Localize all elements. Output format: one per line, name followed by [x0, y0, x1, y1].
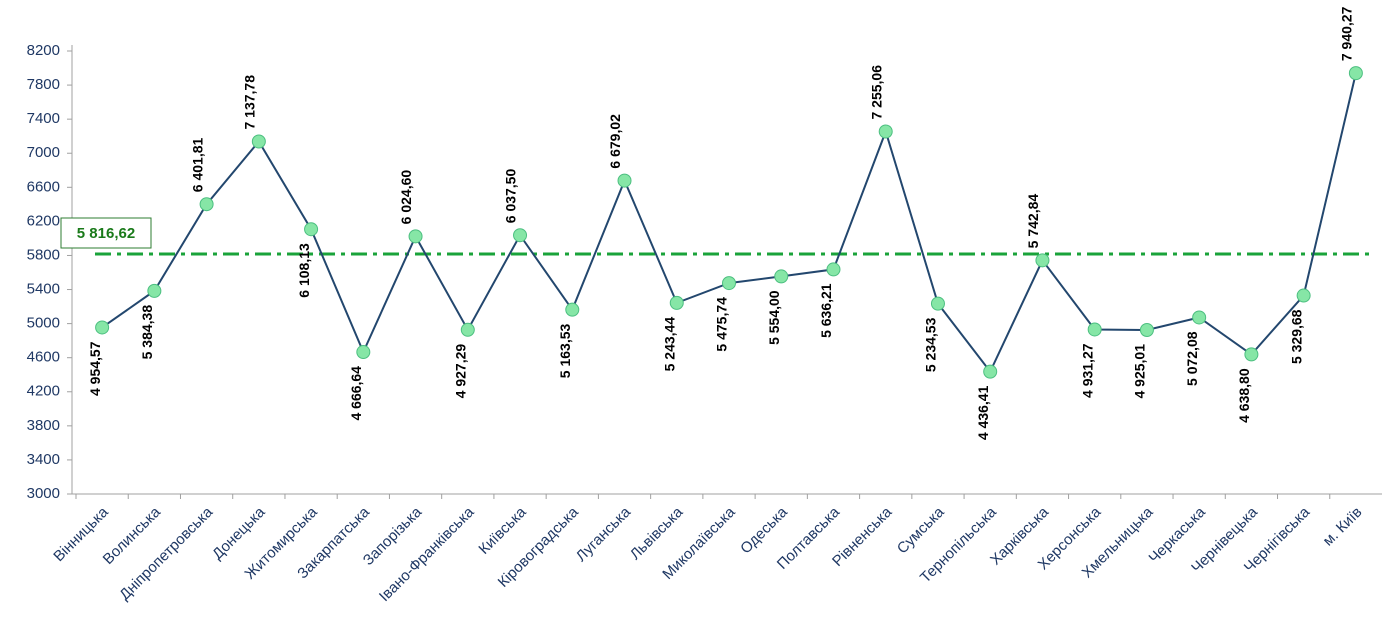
x-tick-label: Івано-Франківська	[376, 503, 478, 605]
data-point	[513, 228, 528, 243]
y-tick-label: 8200	[27, 42, 60, 59]
value-label: 5 163,53	[557, 323, 573, 378]
data-point	[1296, 288, 1311, 303]
value-label: 4 927,29	[453, 344, 469, 399]
data-point	[1244, 347, 1259, 362]
data-point	[304, 222, 319, 237]
data-point	[1192, 310, 1207, 325]
y-tick-label: 7000	[27, 144, 60, 161]
data-point	[460, 322, 475, 337]
data-point	[251, 134, 266, 149]
value-label: 7 255,06	[868, 65, 884, 120]
value-label: 5 475,74	[714, 297, 730, 352]
value-label: 6 024,60	[398, 170, 414, 225]
data-point	[878, 124, 893, 139]
data-point	[1348, 66, 1363, 81]
y-tick-label: 4200	[27, 383, 60, 400]
y-tick-label: 5000	[27, 315, 60, 332]
data-point	[408, 229, 423, 244]
value-label: 5 384,38	[139, 305, 155, 360]
data-point	[930, 296, 945, 311]
y-tick-label: 3800	[27, 417, 60, 434]
value-label: 4 436,41	[975, 385, 991, 440]
value-label: 7 137,78	[242, 75, 258, 130]
data-point	[356, 345, 371, 360]
value-label: 5 329,68	[1288, 309, 1304, 364]
y-tick-label: 6200	[27, 212, 60, 229]
y-tick-label: 4600	[27, 349, 60, 366]
value-label: 5 072,08	[1184, 331, 1200, 386]
y-tick-label: 6600	[27, 178, 60, 195]
value-label: 4 638,80	[1236, 368, 1252, 423]
data-point	[983, 364, 998, 379]
data-point	[1035, 253, 1050, 268]
value-label: 5 636,21	[818, 283, 834, 338]
value-label: 6 108,13	[296, 243, 312, 298]
data-point	[1139, 323, 1154, 338]
value-label: 4 954,57	[87, 341, 103, 396]
y-tick-label: 5400	[27, 281, 60, 298]
data-point	[199, 197, 214, 212]
x-tick-label: Сумська	[894, 503, 948, 557]
y-tick-label: 5800	[27, 246, 60, 263]
x-tick-label: Луганська	[573, 503, 635, 565]
data-point	[147, 283, 162, 298]
value-label: 6 037,50	[503, 169, 519, 224]
y-tick-label: 3400	[27, 451, 60, 468]
data-point	[1087, 322, 1102, 337]
data-point	[774, 269, 789, 284]
data-point	[565, 302, 580, 317]
value-label: 4 931,27	[1079, 343, 1095, 398]
value-label: 4 925,01	[1132, 344, 1148, 399]
y-tick-label: 7800	[27, 76, 60, 93]
x-tick-label: Київська	[475, 503, 530, 558]
x-tick-label: Дніпропетровська	[116, 503, 216, 603]
value-label: 4 666,64	[348, 366, 364, 421]
x-tick-label: Одеська	[737, 503, 791, 557]
x-tick-label: м. Київ	[1320, 504, 1366, 550]
value-label: 5 243,44	[661, 317, 677, 372]
data-point	[722, 276, 736, 291]
value-label: 5 742,84	[1025, 194, 1041, 249]
value-label: 5 554,00	[766, 290, 782, 345]
value-label: 5 234,53	[923, 317, 939, 372]
value-label: 7 940,27	[1339, 6, 1355, 61]
average-label-box	[60, 217, 152, 249]
y-tick-label: 3000	[27, 485, 60, 502]
data-point	[617, 173, 632, 188]
data-point	[95, 320, 110, 335]
value-label: 6 679,02	[607, 114, 623, 169]
data-point	[826, 262, 841, 277]
value-label: 6 401,81	[189, 137, 205, 192]
average-label: 5 816,62	[77, 225, 135, 242]
y-tick-label: 7400	[27, 110, 60, 127]
data-point	[669, 295, 684, 310]
